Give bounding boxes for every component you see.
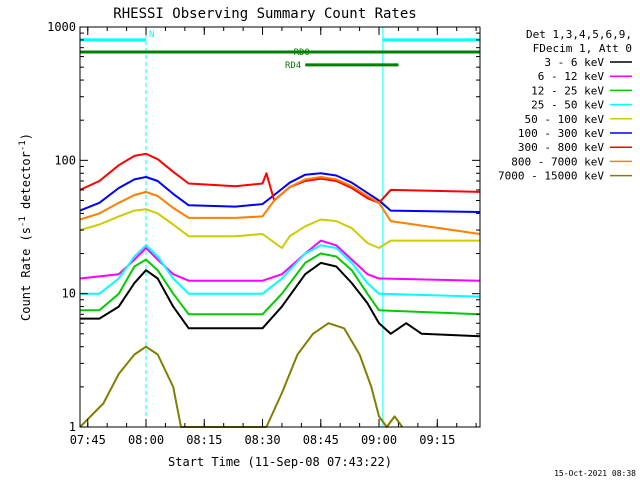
legend-header-0: Det 1,3,4,5,6,9, [526, 28, 632, 41]
legend-label-2: 12 - 25 keV [531, 84, 604, 97]
legend-label-8: 7000 - 15000 keV [498, 170, 604, 183]
status-label-n: N [149, 30, 154, 40]
x-tick-label-2: 08:15 [186, 433, 222, 447]
legend-label-0: 3 - 6 keV [544, 56, 604, 69]
legend-label-6: 300 - 800 keV [518, 141, 604, 154]
x-tick-label-1: 08:00 [128, 433, 164, 447]
series-line-2 [80, 254, 480, 315]
series-line-7 [80, 177, 480, 234]
legend: Det 1,3,4,5,6,9,FDecim 1, Att 03 - 6 keV… [498, 28, 632, 183]
legend-header-1: FDecim 1, Att 0 [533, 42, 632, 55]
y-axis-label-sup1: -1 [18, 216, 28, 227]
x-tick-label-5: 09:00 [361, 433, 397, 447]
chart-title: RHESSI Observing Summary Count Rates [113, 6, 416, 22]
plot-frame [80, 27, 480, 427]
status-label-rd4: RD4 [285, 61, 301, 71]
legend-label-3: 25 - 50 keV [531, 99, 604, 112]
legend-label-1: 6 - 12 keV [538, 70, 605, 83]
y-axis-label-mid: detector [19, 151, 33, 216]
series-line-8 [80, 323, 402, 427]
y-tick-label-3: 1000 [47, 20, 76, 34]
legend-label-4: 50 - 100 keV [525, 113, 605, 126]
x-tick-label-0: 07:45 [70, 433, 106, 447]
x-tick-label-4: 08:45 [303, 433, 339, 447]
y-axis-label-sup2: -1 [18, 140, 28, 151]
legend-label-5: 100 - 300 keV [518, 127, 604, 140]
y-axis-label: Count Rate (s-1 detector-1) [18, 133, 33, 321]
y-tick-label-0: 1 [69, 420, 76, 434]
x-axis-label: Start Time (11-Sep-08 07:43:22) [168, 455, 392, 469]
legend-label-7: 800 - 7000 keV [511, 155, 604, 168]
y-axis-label-end: ) [19, 133, 33, 140]
series-line-4 [80, 209, 480, 248]
y-tick-label-2: 100 [54, 153, 76, 167]
x-tick-label-3: 08:30 [244, 433, 280, 447]
status-label-rd0: RD0 [294, 48, 310, 58]
timestamp: 15-Oct-2021 08:38 [554, 469, 636, 478]
y-tick-label-1: 10 [62, 287, 76, 301]
x-tick-label-6: 09:15 [419, 433, 455, 447]
y-axis-label-main: Count Rate (s [19, 227, 33, 321]
